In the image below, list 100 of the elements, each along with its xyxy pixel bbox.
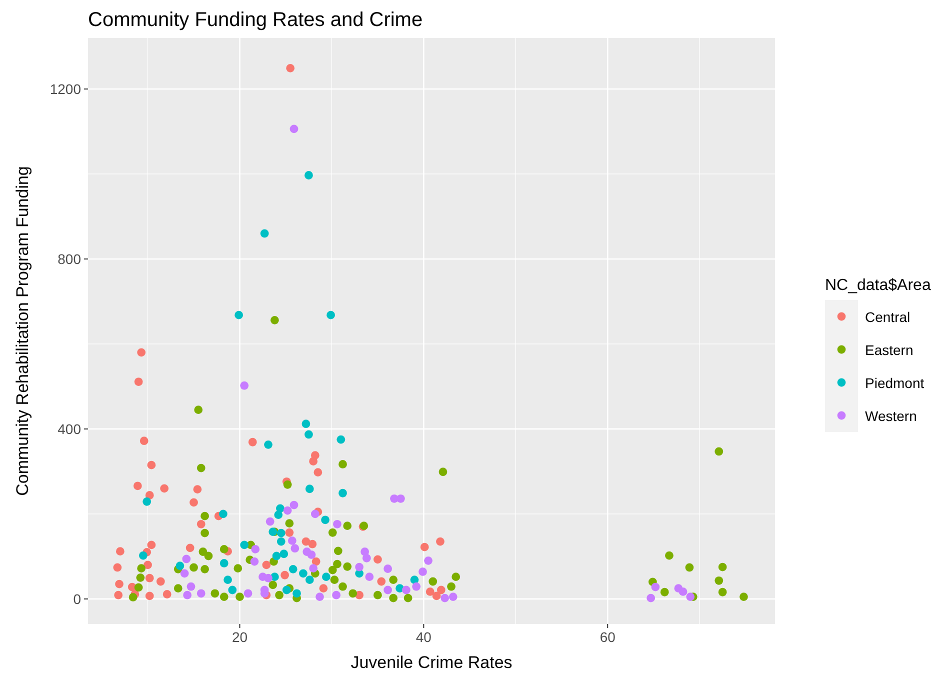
point [343,522,352,530]
point [272,552,281,560]
point [384,564,392,573]
point [142,497,152,506]
point [137,348,146,357]
point [436,586,446,594]
point [330,576,339,584]
point [290,124,298,134]
point [240,381,249,390]
point [128,593,138,602]
point [160,484,169,493]
point [137,564,146,573]
point [275,590,284,600]
point [302,537,310,546]
point [343,562,352,571]
point [138,551,148,560]
point [220,559,228,568]
legend-label: Central [865,309,910,325]
point [308,540,317,548]
point [194,406,203,414]
point [251,545,260,554]
point [333,560,342,568]
point [651,582,660,592]
point [396,494,405,503]
point [250,557,259,566]
point [145,592,154,600]
point [321,516,330,524]
point [326,310,335,320]
point [180,569,189,578]
point [234,564,242,573]
point [432,592,441,600]
point [665,551,674,560]
point [285,528,294,537]
point [452,572,460,582]
point [302,420,310,428]
point [384,586,392,594]
point [424,556,432,565]
point [333,520,342,528]
point [186,544,194,552]
point [374,590,382,600]
point [156,577,165,586]
point [314,468,322,476]
point [224,576,232,584]
point [319,584,328,593]
point [714,447,724,456]
point [228,586,237,594]
point [362,554,371,562]
y-tick-label: 800 [58,250,82,267]
point [274,510,283,519]
point [248,438,257,446]
point [377,577,386,586]
point [262,560,271,570]
point [136,573,145,582]
point [389,576,398,584]
point [134,378,143,386]
point [182,554,191,564]
point [218,510,228,518]
point [420,542,429,552]
point [162,590,172,598]
point [740,592,748,602]
point [264,440,272,449]
point [260,229,269,238]
point [236,592,244,602]
point [332,590,341,600]
point [646,594,656,602]
point [145,574,154,582]
point [186,582,196,591]
point [438,468,448,476]
point [200,528,209,538]
x-axis-title: Juvenile Crime Rates [350,653,512,672]
point [145,491,154,500]
x-tick-label: 40 [416,629,432,645]
point [678,588,688,596]
point [292,589,301,598]
point [304,171,313,180]
point [147,460,156,470]
chart-title: Community Funding Rates and Crime [88,9,423,31]
point [133,482,142,490]
y-tick-label: 1200 [50,80,82,97]
point [140,436,148,446]
point [220,592,228,602]
point [288,564,298,574]
point [410,576,419,584]
point [316,592,324,602]
x-tick-label: 20 [232,629,248,645]
point [348,589,358,598]
y-tick-label: 0 [73,590,82,607]
point [402,586,410,594]
point [268,580,278,590]
point [322,572,330,582]
point [338,460,347,468]
point [266,517,274,526]
point [147,540,156,550]
point [436,537,444,546]
legend-title: NC_data$Area [825,277,931,294]
point [305,576,314,584]
point [338,488,347,498]
point [336,435,346,444]
point [412,582,421,591]
point [196,464,206,472]
